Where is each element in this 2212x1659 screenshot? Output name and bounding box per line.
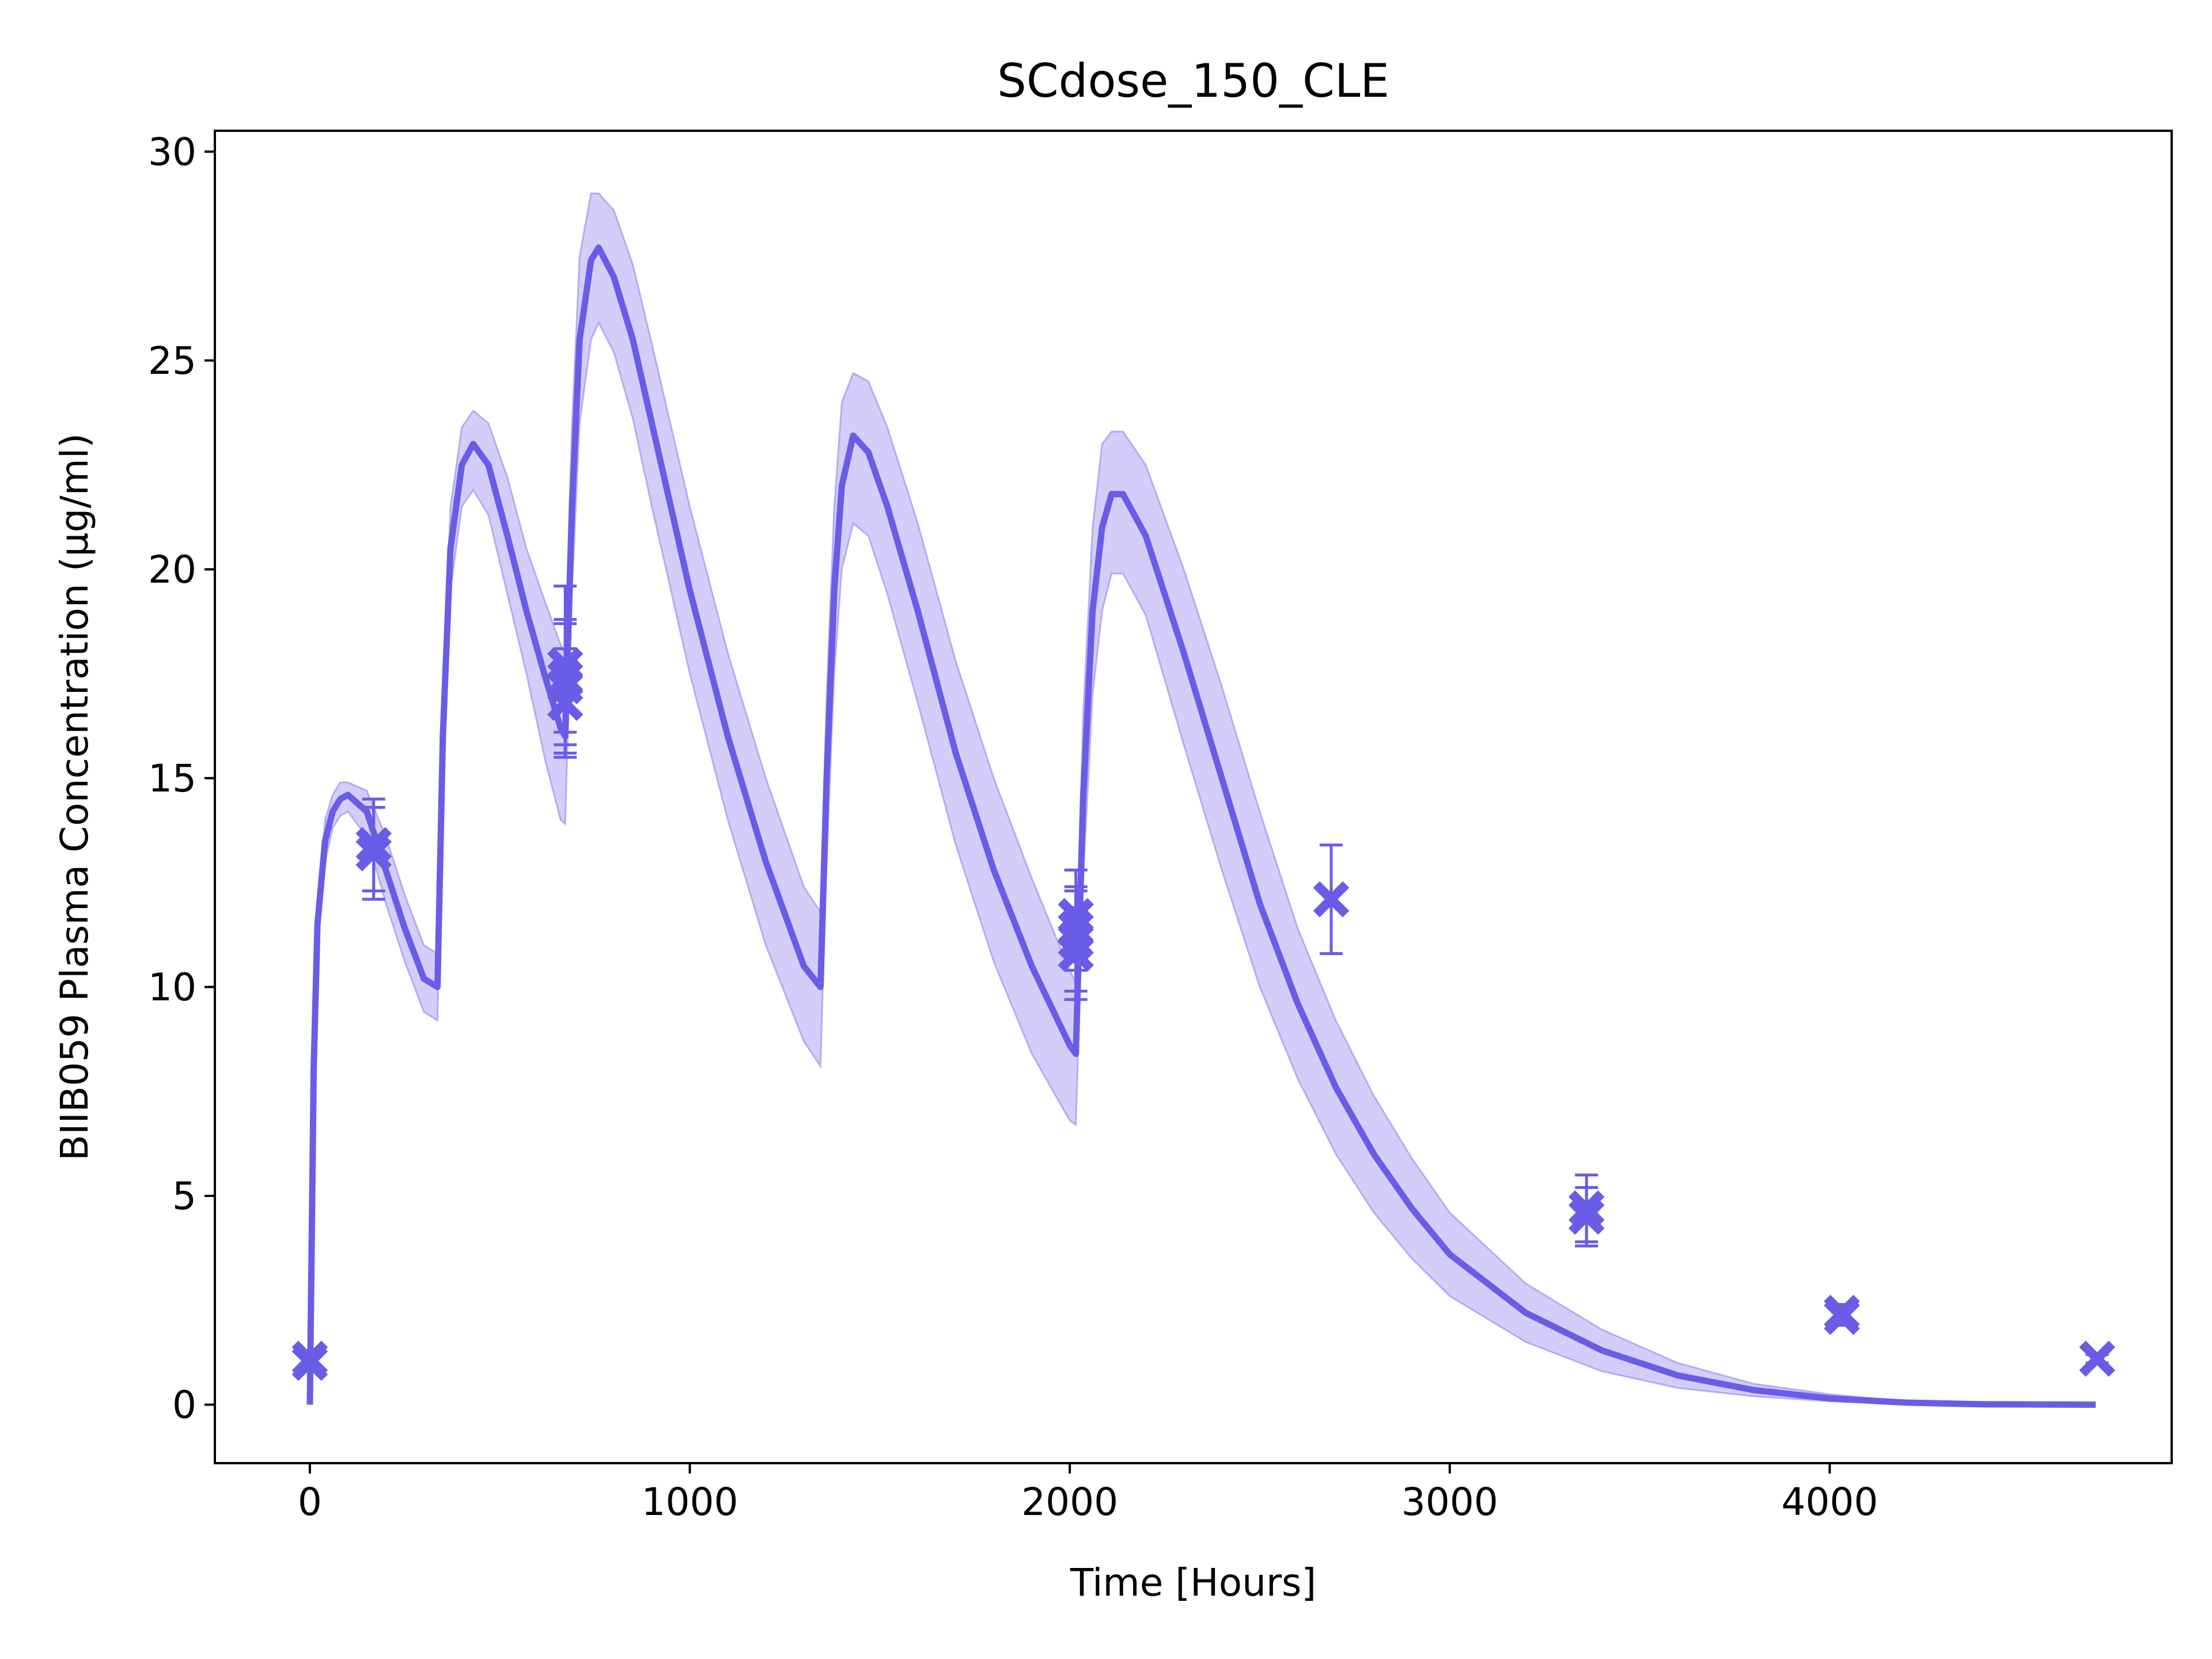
y-tick-label: 0 bbox=[172, 1382, 196, 1427]
y-tick-label: 20 bbox=[148, 547, 196, 592]
x-marker bbox=[1568, 1198, 1605, 1235]
data-point bbox=[1568, 1185, 1605, 1248]
mean-line bbox=[306, 244, 2096, 1408]
x-marker bbox=[1824, 1298, 1860, 1335]
x-tick-label: 2000 bbox=[1021, 1480, 1118, 1524]
x-marker bbox=[291, 1344, 328, 1381]
data-point bbox=[547, 647, 584, 759]
x-tick-label: 0 bbox=[298, 1480, 322, 1524]
y-tick-label: 5 bbox=[172, 1174, 196, 1218]
x-tick-label: 1000 bbox=[642, 1480, 738, 1524]
y-tick-label: 30 bbox=[148, 130, 196, 174]
data-point bbox=[291, 1344, 328, 1381]
x-axis-label: Time [Hours] bbox=[1070, 1560, 1316, 1605]
ticks-layer: 0 1000 2000 3000 4000 0 5 10 15 20 25 30 bbox=[148, 130, 1878, 1524]
data-point bbox=[1313, 843, 1350, 955]
x-marker bbox=[547, 685, 584, 721]
x-marker bbox=[1313, 881, 1350, 918]
chart-title: SCdose_150_CLE bbox=[997, 54, 1389, 108]
data-point bbox=[2079, 1340, 2116, 1377]
x-marker bbox=[2079, 1340, 2116, 1377]
data-point bbox=[355, 806, 392, 901]
plot-layer bbox=[291, 192, 2116, 1408]
x-tick-label: 4000 bbox=[1781, 1480, 1878, 1524]
y-tick-label: 15 bbox=[148, 756, 196, 801]
data-point bbox=[1058, 906, 1094, 1001]
y-axis-label: BIIB059 Plasma Concentration (µg/ml) bbox=[52, 433, 97, 1161]
x-marker bbox=[1058, 935, 1094, 972]
x-tick-label: 3000 bbox=[1402, 1480, 1498, 1524]
plot-frame bbox=[214, 130, 2173, 1464]
y-tick-label: 25 bbox=[148, 339, 196, 383]
y-tick-label: 10 bbox=[148, 965, 196, 1009]
x-marker bbox=[355, 835, 392, 872]
data-point bbox=[1824, 1298, 1860, 1335]
